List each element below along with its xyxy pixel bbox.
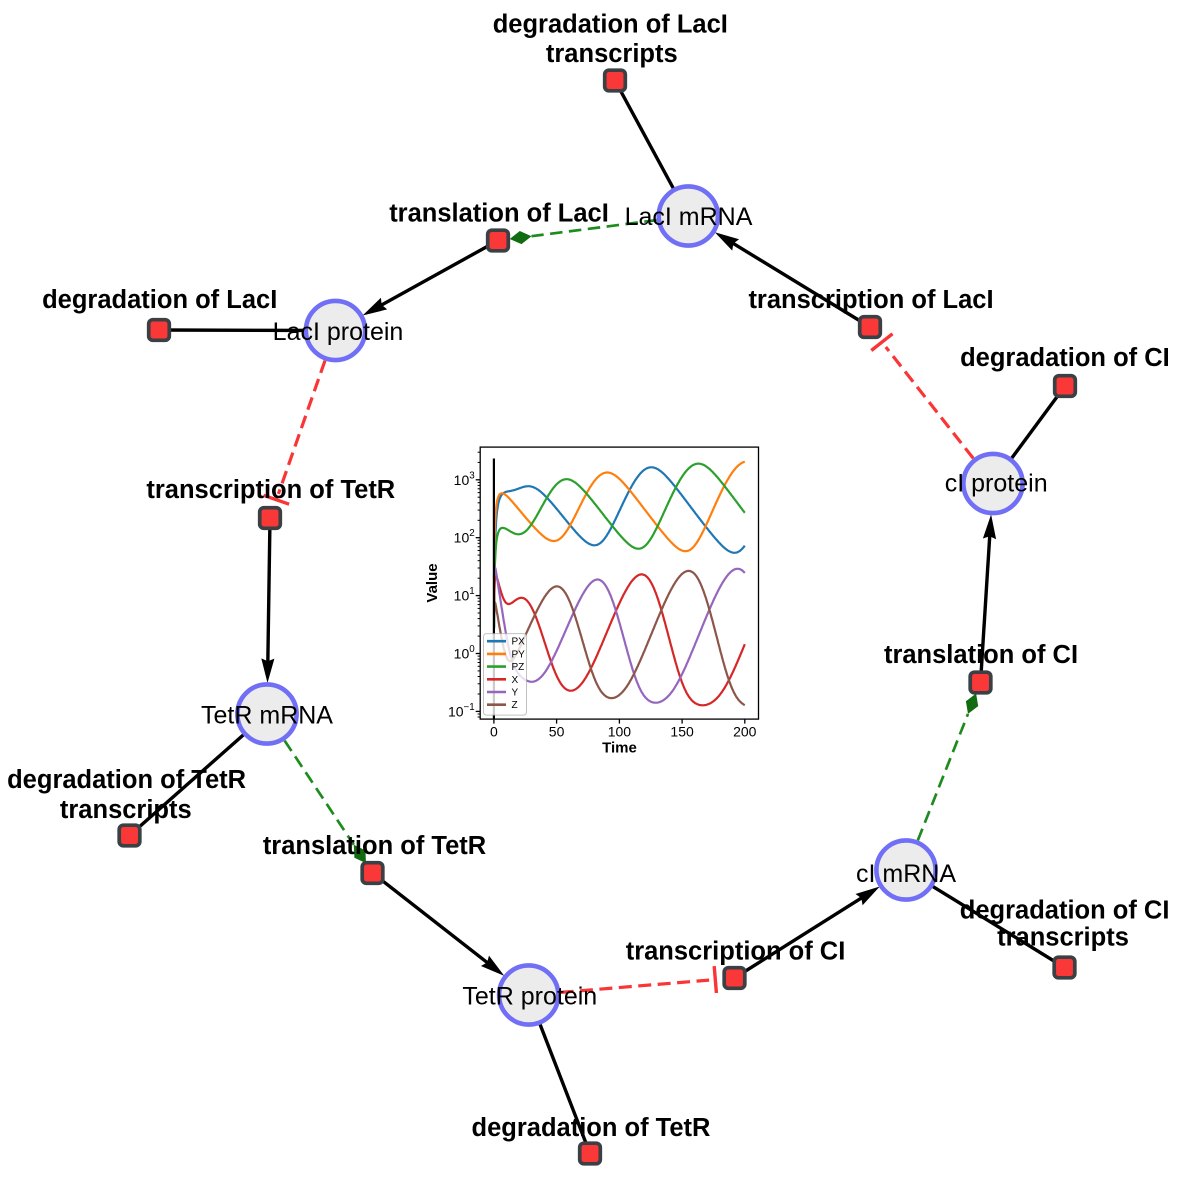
svg-text:translation of LacI: translation of LacI (389, 200, 609, 228)
svg-text:translation of CI: translation of CI (884, 641, 1078, 669)
svg-text:200: 200 (733, 724, 757, 740)
svg-text:Value: Value (424, 563, 441, 602)
svg-text:translation of TetR: translation of TetR (263, 832, 486, 860)
svg-text:Time: Time (602, 740, 637, 757)
svg-text:degradation of CI: degradation of CI (960, 897, 1170, 925)
svg-text:transcription of TetR: transcription of TetR (146, 476, 395, 504)
svg-text:PY: PY (512, 649, 526, 660)
svg-text:degradation of CI: degradation of CI (960, 344, 1170, 372)
svg-text:Y: Y (512, 688, 519, 699)
svg-text:cI mRNA: cI mRNA (856, 860, 956, 888)
svg-text:TetR mRNA: TetR mRNA (201, 702, 333, 730)
svg-text:PZ: PZ (512, 662, 525, 673)
svg-text:degradation of LacI: degradation of LacI (42, 286, 277, 314)
svg-text:cI protein: cI protein (945, 470, 1048, 498)
svg-text:degradation of TetR: degradation of TetR (472, 1114, 711, 1142)
svg-text:degradation of LacI: degradation of LacI (493, 11, 728, 39)
svg-text:X: X (512, 675, 519, 686)
svg-text:LacI protein: LacI protein (273, 318, 404, 346)
svg-text:transcription of LacI: transcription of LacI (748, 286, 993, 314)
svg-text:0: 0 (490, 724, 498, 740)
svg-text:100: 100 (608, 724, 632, 740)
svg-text:50: 50 (549, 724, 565, 740)
svg-text:transcripts: transcripts (60, 796, 192, 824)
svg-text:transcription of CI: transcription of CI (626, 938, 846, 966)
svg-text:transcripts: transcripts (546, 40, 678, 68)
svg-text:degradation of TetR: degradation of TetR (7, 766, 246, 794)
svg-text:Z: Z (512, 700, 518, 711)
svg-text:150: 150 (670, 724, 694, 740)
svg-text:PX: PX (512, 637, 526, 648)
svg-text:LacI mRNA: LacI mRNA (625, 203, 753, 231)
svg-text:TetR protein: TetR protein (462, 983, 597, 1011)
svg-text:transcripts: transcripts (997, 924, 1129, 952)
